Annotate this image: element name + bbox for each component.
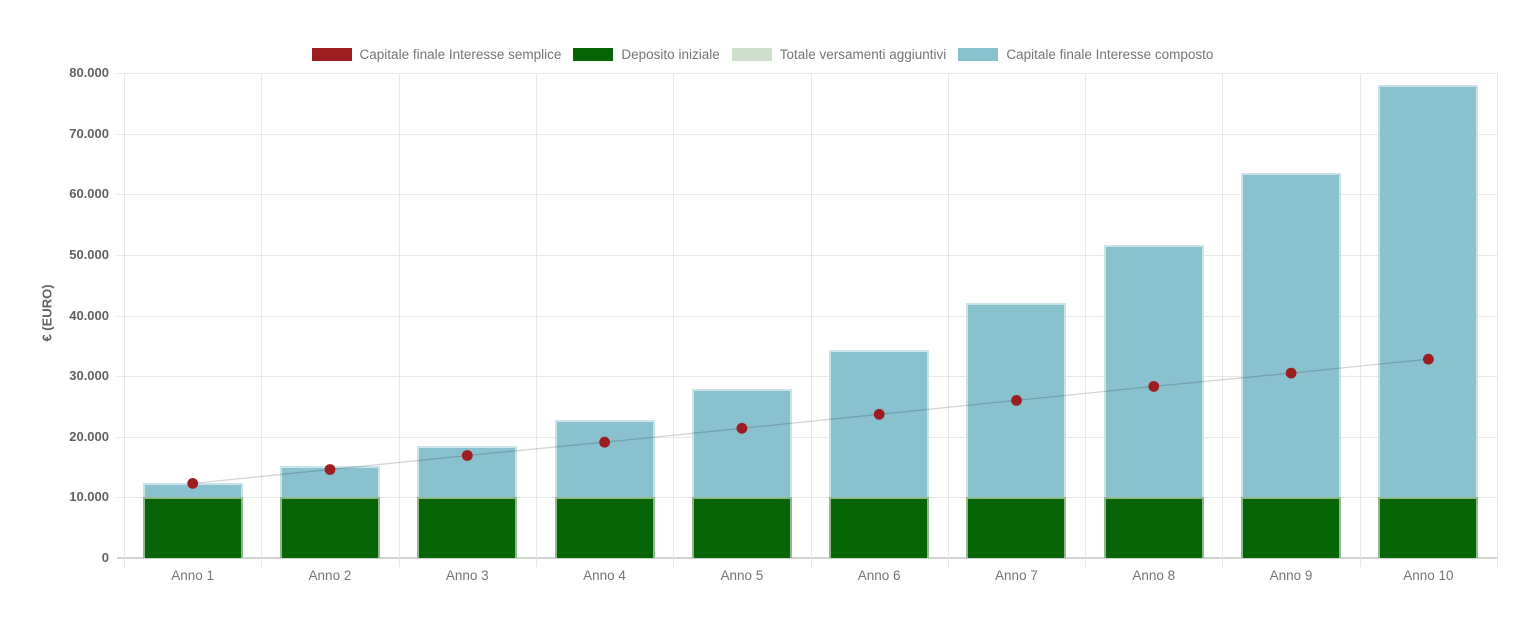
bar-deposito-iniziale-anno-6[interactable] [829, 497, 930, 558]
y-tick-label: 20.000 [69, 428, 109, 444]
x-axis-label: Anno 10 [1403, 568, 1454, 583]
gridline-x [1085, 73, 1087, 567]
y-tick-label: 50.000 [69, 246, 109, 262]
legend-swatch-versamenti-aggiuntivi [731, 47, 772, 61]
gridline-y [117, 436, 1497, 438]
gridline-x [673, 73, 675, 567]
legend-swatch-interesse-semplice [311, 47, 352, 61]
y-tick-label: 10.000 [69, 489, 109, 505]
point-interesse-semplice-anno-4[interactable] [599, 436, 610, 448]
bar-deposito-iniziale-anno-7[interactable] [966, 497, 1067, 558]
chart-legend: Capitale finale Interesse semplice Deposi… [0, 45, 1525, 63]
point-interesse-semplice-anno-9[interactable] [1285, 367, 1297, 379]
legend-swatch-deposito-iniziale [573, 47, 614, 61]
point-interesse-semplice-anno-6[interactable] [873, 408, 885, 420]
x-axis-label: Anno 6 [857, 568, 901, 583]
legend-label: Totale versamenti aggiuntivi [779, 46, 947, 62]
gridline-y [117, 557, 1497, 559]
legend-item-deposito-iniziale[interactable]: Deposito iniziale [573, 46, 720, 62]
y-tick-label: 40.000 [69, 307, 109, 323]
gridline-y [117, 194, 1497, 196]
y-tick-label: 0 [101, 550, 109, 565]
y-tick-label: 30.000 [69, 368, 109, 384]
gridline-x [124, 73, 125, 567]
bar-deposito-iniziale-anno-10[interactable] [1378, 497, 1479, 558]
bar-deposito-iniziale-anno-8[interactable] [1103, 497, 1204, 558]
line-interesse-semplice [192, 358, 1429, 485]
y-tick-label: 60.000 [69, 186, 109, 202]
bar-deposito-iniziale-anno-1[interactable] [142, 497, 243, 558]
gridline-y [117, 133, 1497, 135]
point-interesse-semplice-anno-8[interactable] [1148, 381, 1160, 392]
bar-deposito-iniziale-anno-5[interactable] [691, 497, 792, 558]
gridline-x [1222, 73, 1224, 567]
y-tick-label: 80.000 [69, 65, 109, 80]
gridline-x [261, 73, 263, 567]
bar-deposito-iniziale-anno-3[interactable] [417, 497, 518, 558]
gridline-y [117, 254, 1497, 256]
x-axis-label: Anno 4 [583, 568, 626, 583]
point-interesse-semplice-anno-10[interactable] [1423, 353, 1434, 365]
x-axis-label: Anno 5 [720, 568, 764, 583]
bar-interesse-composto-anno-9[interactable] [1241, 173, 1342, 558]
x-axis-label: Anno 8 [1132, 568, 1176, 583]
point-interesse-semplice-anno-7[interactable] [1011, 395, 1022, 406]
legend-label: Capitale finale Interesse semplice [359, 46, 562, 62]
legend-item-versamenti-aggiuntivi[interactable]: Totale versamenti aggiuntivi [731, 46, 947, 62]
bar-deposito-iniziale-anno-9[interactable] [1241, 497, 1342, 558]
x-axis-label: Anno 1 [171, 568, 215, 583]
legend-label: Deposito iniziale [621, 46, 720, 62]
gridline-x [947, 73, 949, 567]
gridline-y [117, 376, 1497, 378]
x-axis-label: Anno 7 [995, 568, 1038, 583]
gridline-x [1359, 73, 1361, 567]
legend-item-interesse-semplice[interactable]: Capitale finale Interesse semplice [311, 46, 562, 62]
y-tick-label: 70.000 [69, 125, 109, 141]
point-interesse-semplice-anno-1[interactable] [187, 478, 199, 489]
x-axis-label: Anno 2 [308, 568, 352, 583]
legend-item-interesse-composto[interactable]: Capitale finale Interesse composto [958, 47, 1213, 62]
point-interesse-semplice-anno-3[interactable] [461, 450, 473, 461]
legend-label: Capitale finale Interesse composto [1006, 46, 1214, 62]
gridline-x [810, 73, 812, 567]
gridline-x [398, 73, 400, 567]
gridline-x [1497, 73, 1498, 567]
gridline-x [535, 73, 537, 567]
bar-deposito-iniziale-anno-2[interactable] [279, 497, 380, 558]
point-interesse-semplice-anno-5[interactable] [736, 422, 748, 434]
point-interesse-semplice-anno-2[interactable] [324, 464, 336, 475]
bar-interesse-composto-anno-10[interactable] [1378, 85, 1479, 558]
x-axis-label: Anno 3 [445, 568, 489, 583]
legend-swatch-interesse-composto [958, 47, 999, 61]
x-axis-label: Anno 9 [1269, 568, 1313, 583]
gridline-y [117, 315, 1497, 317]
gridline-y [117, 73, 1497, 74]
bar-deposito-iniziale-anno-4[interactable] [554, 497, 655, 558]
gridline-y [117, 497, 1497, 499]
